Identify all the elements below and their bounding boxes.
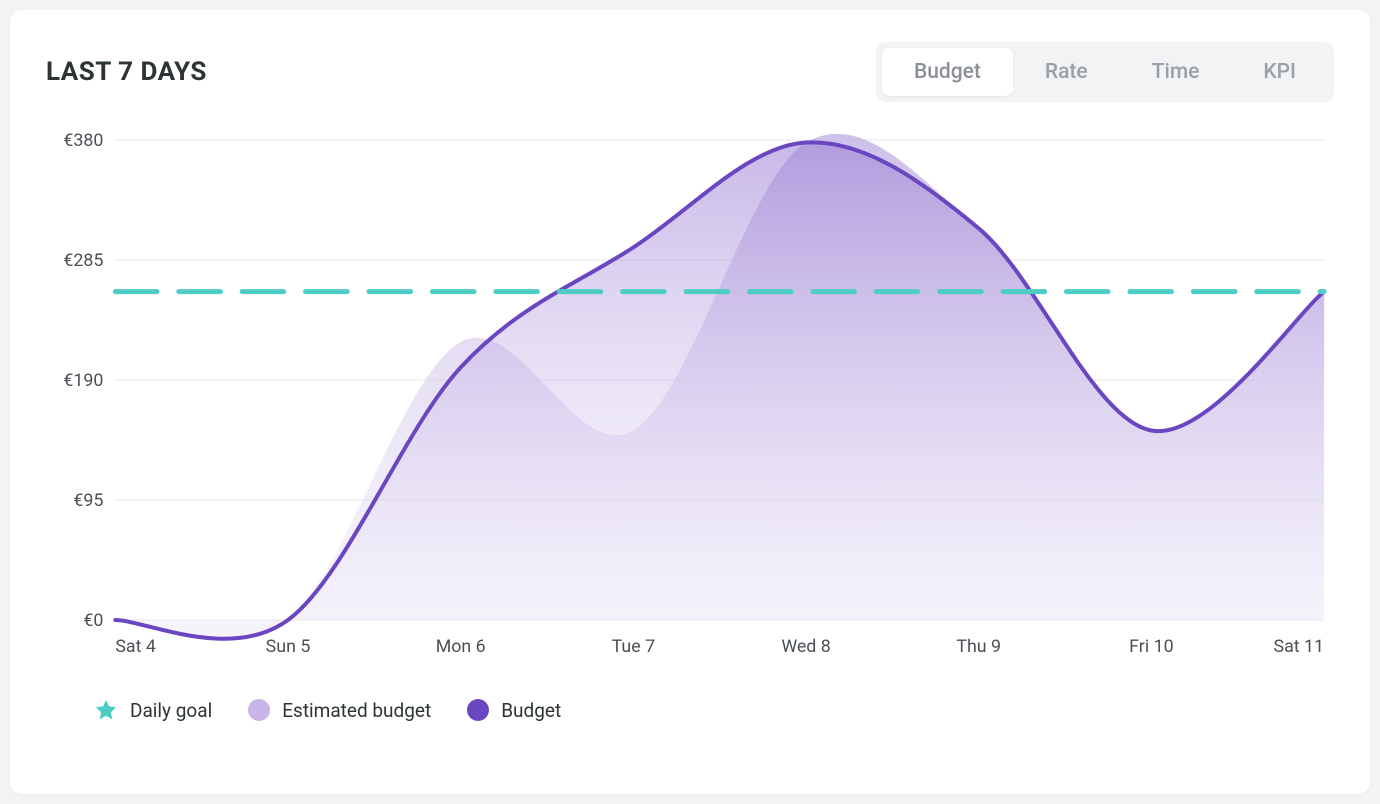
svg-text:Wed 8: Wed 8 bbox=[781, 636, 830, 657]
legend-label: Daily goal bbox=[130, 699, 212, 722]
page-title: LAST 7 DAYS bbox=[46, 57, 207, 87]
svg-text:Sat 4: Sat 4 bbox=[115, 636, 156, 657]
chart-area: €0 €95 €190 €285 €380 Sat 4 Sun 5 Mon 6 Tue 7 Wed… bbox=[46, 130, 1334, 670]
svg-text:Sun 5: Sun 5 bbox=[266, 636, 311, 657]
legend-item-estimated-budget[interactable]: Estimated budget bbox=[248, 699, 431, 722]
header-row: LAST 7 DAYS Budget Rate Time KPI bbox=[46, 42, 1334, 102]
chart-card: LAST 7 DAYS Budget Rate Time KPI €0 €95 €1… bbox=[10, 10, 1370, 794]
svg-text:Fri 10: Fri 10 bbox=[1129, 636, 1173, 657]
star-icon bbox=[94, 698, 118, 722]
svg-text:€380: €380 bbox=[63, 130, 103, 151]
tab-kpi[interactable]: KPI bbox=[1231, 48, 1328, 96]
svg-text:€190: €190 bbox=[63, 370, 103, 391]
tab-rate[interactable]: Rate bbox=[1013, 48, 1120, 96]
tab-time[interactable]: Time bbox=[1120, 48, 1232, 96]
svg-text:€285: €285 bbox=[63, 250, 103, 271]
chart-svg: €0 €95 €190 €285 €380 Sat 4 Sun 5 Mon 6 Tue 7 Wed… bbox=[46, 130, 1334, 670]
legend-item-daily-goal[interactable]: Daily goal bbox=[94, 698, 212, 722]
svg-text:Sat 11: Sat 11 bbox=[1274, 636, 1325, 657]
svg-text:€0: €0 bbox=[83, 610, 103, 631]
legend: Daily goal Estimated budget Budget bbox=[94, 698, 1334, 722]
svg-text:€95: €95 bbox=[73, 490, 103, 511]
svg-text:Tue 7: Tue 7 bbox=[612, 636, 656, 657]
dot-icon bbox=[248, 699, 270, 721]
legend-label: Estimated budget bbox=[282, 699, 431, 722]
metric-tabs: Budget Rate Time KPI bbox=[876, 42, 1334, 102]
legend-item-budget[interactable]: Budget bbox=[467, 699, 561, 722]
legend-label: Budget bbox=[501, 699, 561, 722]
svg-text:Thu 9: Thu 9 bbox=[956, 636, 1001, 657]
svg-text:Mon 6: Mon 6 bbox=[436, 636, 486, 657]
tab-budget[interactable]: Budget bbox=[882, 48, 1013, 96]
dot-icon bbox=[467, 699, 489, 721]
